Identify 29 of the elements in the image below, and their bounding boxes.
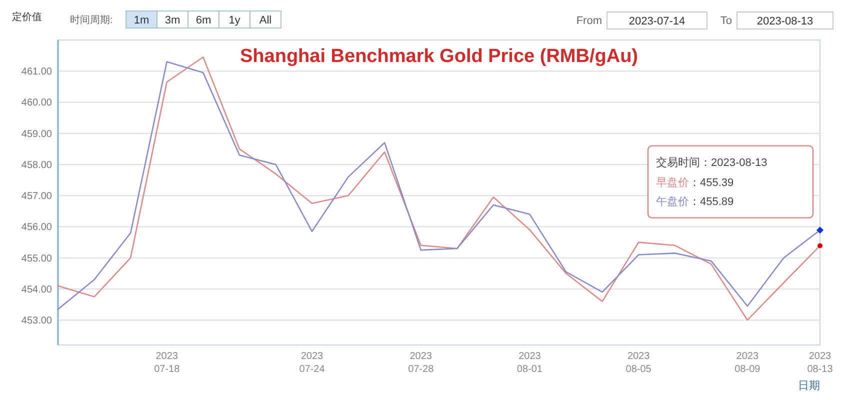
x-tick-label: 2023 07-24 bbox=[299, 351, 326, 375]
date-field: 2023-08-13 bbox=[736, 12, 834, 30]
text: 时间周期: bbox=[70, 14, 113, 26]
x-tick-label: 2023 08-09 bbox=[734, 351, 761, 375]
text: From bbox=[576, 15, 602, 27]
y-tick-label: 453.00 bbox=[21, 316, 52, 327]
annotation: ：455.89 bbox=[689, 196, 734, 208]
y-axis-title: 定价值 bbox=[12, 11, 42, 23]
annotation: 交易时间：2023-08-13 bbox=[656, 156, 768, 169]
y-tick-label: 461.00 bbox=[21, 66, 52, 78]
y-tick-label: 459.00 bbox=[21, 128, 52, 140]
x-tick-label: 2023 08-01 bbox=[516, 351, 543, 375]
y-tick-label: 455.00 bbox=[21, 253, 52, 264]
y-tick-label: 457.00 bbox=[21, 191, 52, 202]
y-tick-label: 458.00 bbox=[21, 160, 52, 171]
tooltip: 交易时间：2023-08-13 早盘价：455.39 午盘价：455.89 bbox=[647, 145, 814, 218]
x-tick-label: 2023 08-05 bbox=[626, 351, 652, 375]
chart-title: Shanghai Benchmark Gold Price (RMB/gAu) bbox=[240, 46, 638, 67]
text: To bbox=[720, 15, 732, 27]
y-tick-label: 460.00 bbox=[21, 98, 52, 109]
x-axis-title: 日期 bbox=[798, 380, 820, 392]
y-tick-label: 454.00 bbox=[21, 284, 52, 296]
x-tick-label: 2023 07-28 bbox=[408, 351, 434, 375]
date-field: 2023-07-14 bbox=[606, 12, 708, 30]
x-tick-label: 2023 08-13 bbox=[807, 351, 834, 375]
y-tick-label: 456.00 bbox=[21, 222, 52, 234]
annotation: ：455.39 bbox=[689, 176, 734, 189]
x-tick-label: 2023 07-18 bbox=[154, 351, 180, 375]
range-selector: 1m 3m 6m 1y All bbox=[126, 10, 282, 28]
